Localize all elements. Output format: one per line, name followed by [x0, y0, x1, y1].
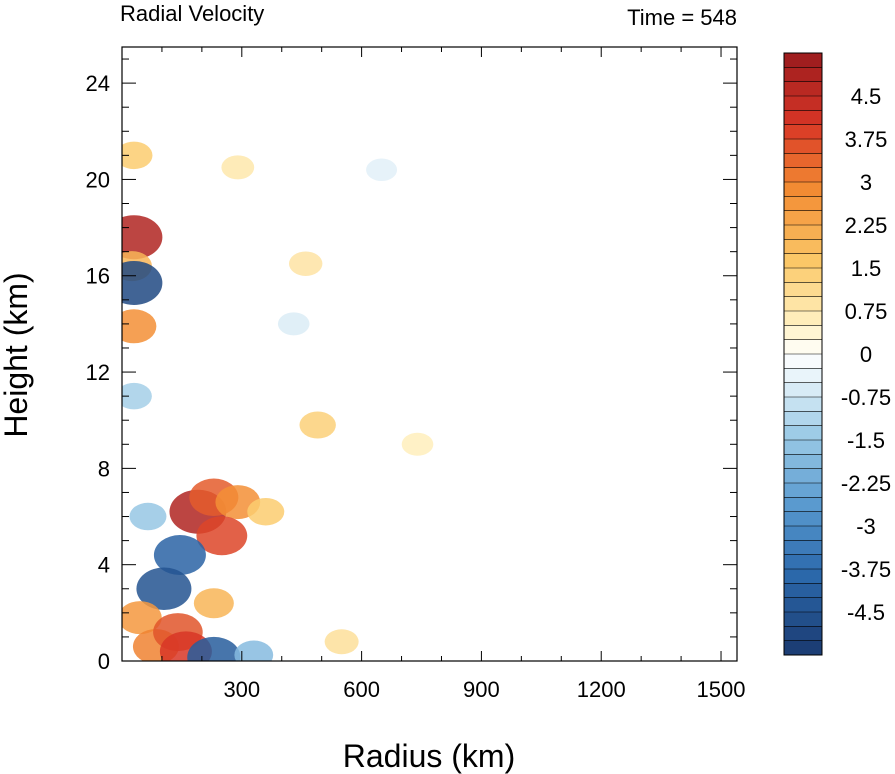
x-axis-label: Radius (km) — [343, 738, 515, 774]
y-axis-label: Height (km) — [0, 272, 34, 437]
heatmap-feature — [122, 309, 157, 344]
plot-frame — [121, 46, 738, 662]
colorbar-bin — [784, 96, 822, 111]
time-label: Time = 548 — [627, 5, 737, 30]
colorbar-bin — [784, 569, 822, 584]
colorbar-frame — [783, 52, 823, 656]
heatmap-feature — [299, 411, 336, 439]
colorbar-bin — [784, 153, 822, 169]
colorbar-bin — [784, 182, 822, 197]
heatmap-feature — [153, 535, 206, 576]
colorbar-bin — [784, 110, 822, 126]
colorbar-bin — [784, 325, 822, 341]
colorbar-bin — [784, 139, 822, 154]
colorbar-bin — [784, 282, 822, 298]
colorbar-bin — [784, 296, 822, 312]
colorbar-label: 3 — [860, 170, 872, 195]
heatmap-feature — [129, 502, 167, 531]
heatmap-feature — [122, 260, 163, 305]
colorbar-bin — [784, 124, 822, 140]
heatmap-feature — [366, 158, 398, 182]
colorbar-bin — [784, 382, 822, 398]
colorbar-bin — [784, 583, 822, 599]
colorbar-label: 2.25 — [845, 213, 888, 238]
colorbar-bin — [784, 511, 822, 527]
colorbar-bin — [784, 67, 822, 83]
colorbar-label: -2.25 — [841, 471, 891, 496]
colorbar-label: -0.75 — [841, 385, 891, 410]
heatmap-feature — [196, 516, 248, 556]
heatmap-feature — [122, 141, 153, 170]
colorbar-bin — [784, 53, 822, 68]
heatmap-feature — [277, 312, 310, 336]
x-axis: 300 600 900 1200 1500 — [161, 47, 746, 702]
x-tick-label: 900 — [463, 677, 500, 702]
colorbar-bin — [784, 225, 822, 240]
colorbar-bin — [784, 597, 822, 613]
y-tick-label: 16 — [86, 264, 110, 289]
colorbar-label: 0 — [860, 342, 872, 367]
heatmap-feature — [122, 215, 163, 260]
y-tick-label: 20 — [86, 167, 110, 192]
colorbar-label: 4.5 — [851, 84, 882, 109]
y-tick-label: 8 — [98, 456, 110, 481]
colorbar-label: 3.75 — [845, 127, 888, 152]
colorbar-label: 0.75 — [845, 299, 888, 324]
heatmap-feature — [401, 432, 434, 456]
colorbar-bin — [784, 612, 822, 627]
y-axis: 0 4 8 12 16 20 24 — [86, 58, 737, 674]
colorbar-bin — [784, 497, 822, 513]
colorbar-bin — [784, 526, 822, 541]
heatmap-feature — [234, 640, 274, 661]
colorbar-bin — [784, 440, 822, 455]
heatmap-feature — [122, 601, 162, 635]
colorbar-label: -1.5 — [847, 428, 885, 453]
colorbar-bin — [784, 454, 822, 470]
colorbar-bin — [784, 540, 822, 556]
heatmap-feature — [247, 497, 285, 526]
colorbar-bin — [784, 339, 822, 355]
colorbar-bin — [784, 640, 822, 656]
y-tick-label: 4 — [98, 553, 110, 578]
colorbar-bin — [784, 196, 822, 212]
heatmap-feature — [324, 629, 359, 655]
x-tick-label: 1500 — [697, 677, 746, 702]
heatmap-feature — [122, 382, 152, 410]
colorbar-bin — [784, 468, 822, 484]
colorbar-bin — [784, 626, 822, 642]
colorbar-bin — [784, 311, 822, 326]
heatmap-feature — [221, 155, 255, 180]
x-tick-label: 1200 — [577, 677, 626, 702]
colorbar-bin — [784, 397, 822, 412]
colorbar-bin — [784, 210, 822, 226]
colorbar-label: -3 — [856, 514, 876, 539]
y-tick-label: 24 — [86, 71, 110, 96]
y-tick-label: 0 — [98, 649, 110, 674]
x-tick-label: 600 — [343, 677, 380, 702]
colorbar-bin — [784, 411, 822, 427]
heatmap-feature — [187, 636, 241, 661]
colorbar-label: -4.5 — [847, 600, 885, 625]
y-tick-label: 12 — [86, 360, 110, 385]
colorbar-bin — [784, 239, 822, 255]
colorbar-bin — [784, 425, 822, 441]
colorbar-bin — [784, 81, 822, 97]
colorbar-bin — [784, 167, 822, 183]
colorbar-bin — [784, 554, 822, 570]
colorbar-label: 1.5 — [851, 256, 882, 281]
heatmap-field — [122, 141, 434, 661]
colorbar-bin — [784, 268, 822, 283]
colorbar-label: -3.75 — [841, 557, 891, 582]
colorbar-bin — [784, 253, 822, 269]
colorbar-bin — [784, 483, 822, 498]
colorbar-bin — [784, 368, 822, 384]
heatmap-feature — [136, 567, 192, 611]
heatmap-feature — [193, 588, 234, 619]
colorbar: 4.5 3.75 3 2.25 1.5 0.75 0 -0.75 -1.5 -2.25 -3 -3.7… — [783, 52, 891, 656]
chart-title: Radial Velocity — [120, 1, 264, 26]
colorbar-bin — [784, 354, 822, 369]
heatmap-feature — [289, 251, 323, 276]
x-tick-label: 300 — [223, 677, 260, 702]
